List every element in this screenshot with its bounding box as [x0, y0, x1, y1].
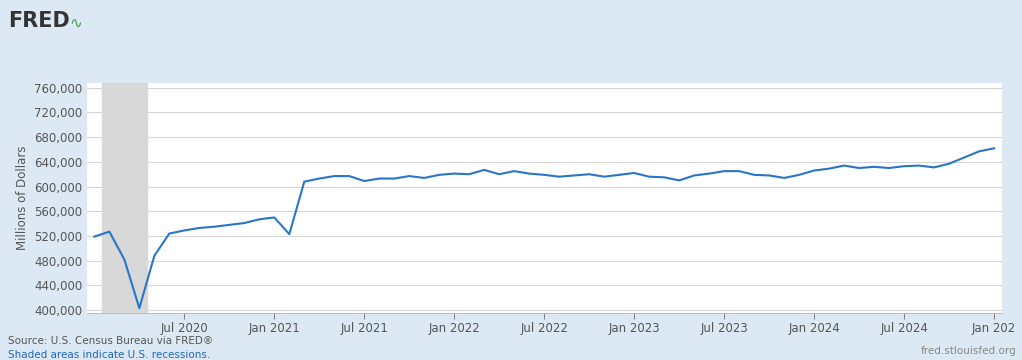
Text: ∿: ∿ — [69, 16, 82, 31]
Text: FRED: FRED — [8, 11, 69, 31]
Text: fred.stlouisfed.org: fred.stlouisfed.org — [921, 346, 1017, 356]
Y-axis label: Millions of Dollars: Millions of Dollars — [16, 146, 29, 250]
Text: Source: U.S. Census Bureau via FRED®: Source: U.S. Census Bureau via FRED® — [8, 336, 214, 346]
Bar — [102, 83, 147, 313]
Text: Shaded areas indicate U.S. recessions.: Shaded areas indicate U.S. recessions. — [8, 350, 211, 360]
